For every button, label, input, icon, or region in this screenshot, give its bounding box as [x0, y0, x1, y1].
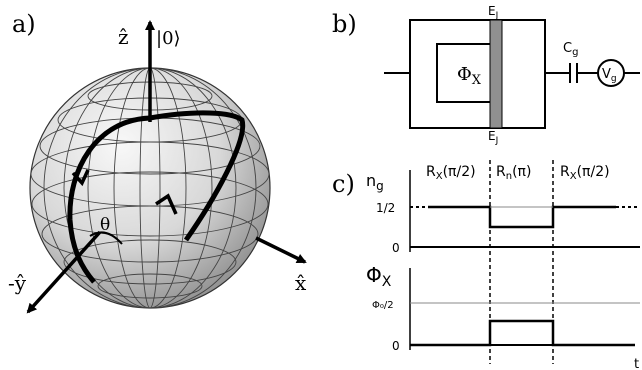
panel-a-letter: a) [12, 10, 36, 38]
segment-2-title: Rn(π) [496, 164, 531, 182]
flux-island-box [436, 43, 500, 103]
segment-1-title: RX(π/2) [426, 164, 476, 182]
z-axis-label: ẑ [118, 25, 129, 49]
y-axis-label: -ŷ [8, 271, 27, 295]
gate-cap-label: Cg [563, 41, 578, 58]
time-axis-label: t [634, 357, 639, 370]
segment-3-title: RX(π/2) [560, 164, 610, 182]
x-axis-label: x̂ [295, 271, 307, 295]
phi-tick-zero: 0 [392, 339, 400, 353]
trajectory-rear-arc [149, 110, 246, 242]
trajectory-front-arc [67, 115, 151, 284]
x-axis [255, 236, 307, 264]
ng-tick-half: 1/2 [376, 201, 395, 215]
trajectory-arrow-1 [71, 169, 90, 187]
panel-b: b) ΦX EJ EJ Cg Vg [332, 4, 640, 146]
ej-top-label: EJ [488, 4, 498, 21]
panel-c: c) ng RX(π/2) Rn(π) RX(π/2) 1/2 0 ΦX Φ₀/… [332, 160, 640, 370]
voltage-source-label: Vg [602, 67, 617, 84]
panel-c-letter: c) [332, 170, 355, 198]
trajectory-arrow-2 [155, 193, 178, 215]
phi-pulse-trace [410, 319, 635, 347]
ket-zero-label: |0⟩ [156, 28, 181, 49]
flux-label: ΦX [457, 64, 482, 88]
theta-arc [89, 231, 123, 245]
phi-axis-label: ΦX [366, 263, 392, 290]
ng-tick-zero: 0 [392, 241, 400, 255]
ng-pulse-trace [428, 205, 616, 229]
phi-tick-half: Φ₀/2 [372, 300, 394, 311]
panel-b-letter: b) [332, 10, 357, 38]
ej-bottom-label: EJ [488, 129, 498, 146]
josephson-junction [489, 19, 503, 129]
panel-a: a) ẑ |0⟩ x̂ -ŷ [8, 10, 307, 314]
theta-label: θ [100, 215, 110, 235]
ng-axis-label: ng [366, 171, 384, 193]
y-axis [26, 230, 102, 314]
